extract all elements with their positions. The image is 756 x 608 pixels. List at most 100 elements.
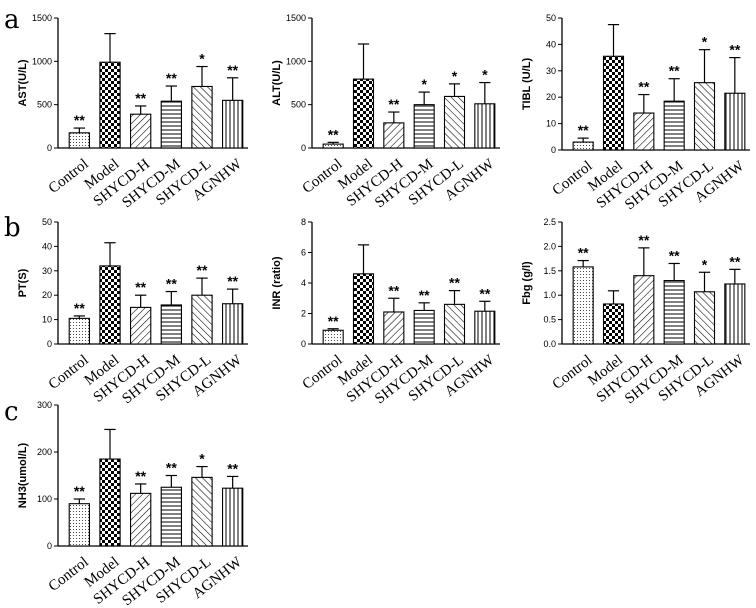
y-tick-label: 0 (47, 339, 52, 349)
y-tick-label: 0 (301, 143, 306, 153)
significance-label: ** (227, 460, 238, 476)
y-tick-label: 1000 (32, 56, 52, 66)
y-tick-label: 0.0 (543, 339, 556, 349)
bar (443, 303, 466, 345)
bar (602, 303, 625, 345)
bar (129, 306, 152, 345)
significance-label: * (421, 76, 427, 92)
significance-label: * (199, 51, 205, 67)
bar (129, 492, 152, 547)
chart-pt: 01020304050PT(S)**ControlModel**SHYCD-H*… (17, 217, 248, 407)
panel-letter-c: c (4, 397, 19, 427)
y-tick-label: 0 (47, 541, 52, 551)
y-tick-label: 8 (301, 217, 306, 227)
y-tick-label: 0 (301, 339, 306, 349)
bar (191, 294, 213, 345)
significance-label: ** (197, 262, 208, 278)
significance-label: ** (166, 70, 177, 86)
significance-label: ** (74, 483, 85, 499)
bar (221, 487, 244, 547)
bar (693, 291, 716, 345)
y-axis-label: INR (ratio) (271, 256, 283, 310)
bar (663, 100, 685, 151)
y-tick-label: 30 (546, 66, 556, 76)
y-tick-label: 300 (37, 400, 52, 410)
y-tick-label: 1.0 (543, 290, 556, 300)
bar (322, 143, 344, 149)
chart-alt: 050010001500ALT(U/L)**ControlModel**SHYC… (271, 13, 500, 211)
y-tick-label: 4 (301, 278, 306, 288)
bar (633, 112, 655, 151)
y-axis-label: NH3(umol/L) (17, 442, 29, 508)
significance-label: ** (638, 79, 649, 95)
bar (221, 99, 244, 149)
significance-label: ** (638, 232, 649, 248)
bar (413, 309, 435, 345)
bar (68, 132, 91, 149)
bar (68, 503, 91, 547)
bar (221, 303, 244, 345)
significance-label: ** (135, 90, 146, 106)
bar (602, 55, 625, 151)
y-tick-label: 10 (546, 119, 556, 129)
significance-label: ** (328, 126, 339, 142)
significance-label: ** (227, 273, 238, 289)
bar (663, 280, 685, 345)
bar (572, 266, 594, 345)
y-axis-label: TIBL (U/L) (521, 57, 533, 110)
significance-label: * (702, 256, 708, 272)
bar (99, 458, 121, 547)
significance-label: ** (479, 285, 490, 301)
y-tick-label: 6 (301, 248, 306, 258)
y-tick-label: 0 (551, 145, 556, 155)
bar (191, 85, 213, 149)
bar (693, 82, 716, 151)
chart-ast: 050010001500AST(U/L)**ControlModel**SHYC… (17, 13, 248, 211)
bar (474, 310, 496, 345)
bar (160, 100, 183, 149)
y-tick-label: 1500 (32, 13, 52, 23)
bar (474, 103, 496, 149)
significance-label: ** (669, 63, 680, 79)
y-tick-label: 40 (42, 241, 52, 251)
significance-label: * (199, 451, 205, 467)
y-tick-label: 2 (301, 309, 306, 319)
significance-label: ** (729, 253, 740, 269)
significance-label: ** (166, 460, 177, 476)
significance-label: ** (449, 275, 460, 291)
bar (160, 486, 183, 547)
y-tick-label: 100 (37, 494, 52, 504)
significance-label: * (452, 68, 458, 84)
bar (352, 78, 375, 149)
bar (413, 104, 435, 149)
bar (99, 61, 121, 149)
significance-label: ** (419, 287, 430, 303)
y-tick-label: 2.5 (543, 217, 556, 227)
significance-label: ** (729, 42, 740, 58)
significance-label: ** (669, 247, 680, 263)
bar (160, 304, 183, 345)
y-tick-label: 30 (42, 266, 52, 276)
y-tick-label: 50 (546, 13, 556, 23)
significance-label: ** (227, 62, 238, 78)
y-axis-label: Fbg (g/l) (521, 261, 533, 305)
significance-label: ** (74, 112, 85, 128)
bar (633, 275, 655, 345)
y-tick-label: 0.5 (543, 315, 556, 325)
bar (99, 265, 121, 345)
significance-label: ** (166, 276, 177, 292)
y-tick-label: 50 (42, 217, 52, 227)
significance-label: ** (74, 300, 85, 316)
significance-label: ** (578, 245, 589, 261)
significance-label: ** (135, 468, 146, 484)
y-tick-label: 1500 (286, 13, 306, 23)
y-tick-label: 10 (42, 315, 52, 325)
bar (724, 283, 746, 345)
significance-label: ** (388, 282, 399, 298)
bar (383, 311, 405, 345)
y-tick-label: 0 (47, 143, 52, 153)
